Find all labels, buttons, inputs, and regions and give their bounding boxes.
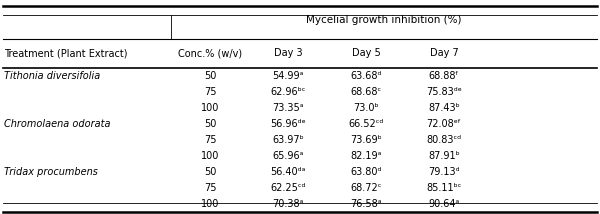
Text: 73.35ᵃ: 73.35ᵃ (272, 103, 304, 113)
Text: 100: 100 (201, 199, 219, 209)
Text: 54.99ᵃ: 54.99ᵃ (272, 71, 304, 82)
Text: Treatment (Plant Extract): Treatment (Plant Extract) (4, 49, 128, 58)
Text: 75: 75 (204, 87, 216, 97)
Text: 62.25ᶜᵈ: 62.25ᶜᵈ (270, 183, 306, 193)
Text: 68.88ᶠ: 68.88ᶠ (429, 71, 459, 82)
Text: 63.68ᵈ: 63.68ᵈ (350, 71, 382, 82)
Text: 79.13ᵈ: 79.13ᵈ (428, 167, 460, 177)
Text: Day 7: Day 7 (430, 49, 458, 58)
Text: Day 5: Day 5 (352, 49, 380, 58)
Text: 72.08ᵉᶠ: 72.08ᵉᶠ (427, 119, 461, 129)
Text: Chromolaena odorata: Chromolaena odorata (4, 119, 111, 129)
Text: Tridax procumbens: Tridax procumbens (4, 167, 98, 177)
Text: 63.97ᵇ: 63.97ᵇ (272, 135, 304, 145)
Text: 70.38ᵃ: 70.38ᵃ (272, 199, 304, 209)
Text: 73.69ᵇ: 73.69ᵇ (350, 135, 382, 145)
Text: 76.58ᵃ: 76.58ᵃ (350, 199, 382, 209)
Text: 56.96ᵈᵉ: 56.96ᵈᵉ (270, 119, 306, 129)
Text: 90.64ᵃ: 90.64ᵃ (428, 199, 460, 209)
Text: 82.19ᵃ: 82.19ᵃ (350, 151, 382, 161)
Text: 100: 100 (201, 151, 219, 161)
Text: 75.83ᵈᵉ: 75.83ᵈᵉ (426, 87, 462, 97)
Text: 63.80ᵈ: 63.80ᵈ (350, 167, 382, 177)
Text: Tithonia diversifolia: Tithonia diversifolia (4, 71, 100, 82)
Text: 87.43ᵇ: 87.43ᵇ (428, 103, 460, 113)
Text: 68.72ᶜ: 68.72ᶜ (350, 183, 382, 193)
Text: 100: 100 (201, 103, 219, 113)
Text: 66.52ᶜᵈ: 66.52ᶜᵈ (349, 119, 383, 129)
Text: Mycelial growth inhibition (%): Mycelial growth inhibition (%) (306, 15, 462, 25)
Text: 75: 75 (204, 135, 216, 145)
Text: 87.91ᵇ: 87.91ᵇ (428, 151, 460, 161)
Text: 68.68ᶜ: 68.68ᶜ (350, 87, 382, 97)
Text: Day 3: Day 3 (274, 49, 302, 58)
Text: 50: 50 (204, 167, 216, 177)
Text: Conc.% (w/v): Conc.% (w/v) (178, 49, 242, 58)
Text: 85.11ᵇᶜ: 85.11ᵇᶜ (427, 183, 461, 193)
Text: 65.96ᵃ: 65.96ᵃ (272, 151, 304, 161)
Text: 80.83ᶜᵈ: 80.83ᶜᵈ (427, 135, 461, 145)
Text: 62.96ᵇᶜ: 62.96ᵇᶜ (271, 87, 305, 97)
Text: 75: 75 (204, 183, 216, 193)
Text: 73.0ᵇ: 73.0ᵇ (353, 103, 379, 113)
Text: 50: 50 (204, 119, 216, 129)
Text: 50: 50 (204, 71, 216, 82)
Text: 56.40ᵈᵃ: 56.40ᵈᵃ (271, 167, 305, 177)
